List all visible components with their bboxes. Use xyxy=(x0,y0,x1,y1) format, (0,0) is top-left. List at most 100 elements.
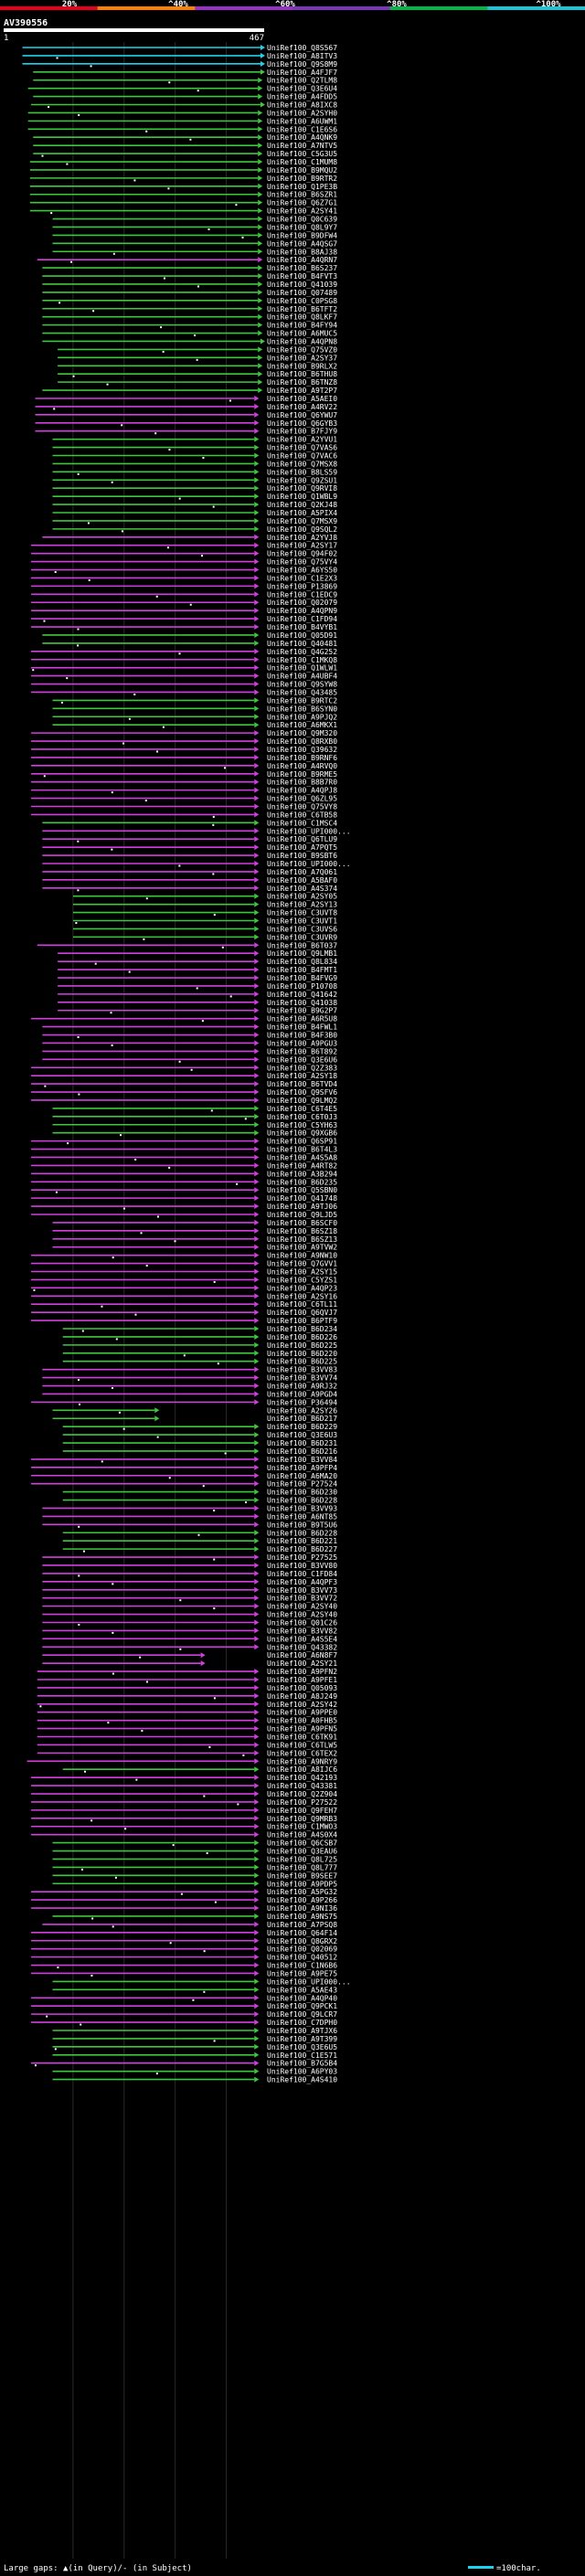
hit-row[interactable]: UniRef100_Q7MSX9 xyxy=(52,517,338,525)
hit-row[interactable]: UniRef100_B4FVG9 xyxy=(58,974,337,982)
hit-label[interactable]: UniRef100_B9T5U6 xyxy=(267,1521,337,1529)
hit-row[interactable]: UniRef100_C1E2X3 xyxy=(31,574,337,582)
hit-row[interactable]: UniRef100_Q40481 xyxy=(42,640,337,648)
hit-row[interactable]: UniRef100_B6D228 xyxy=(62,1529,338,1537)
hit-row[interactable]: UniRef100_C1FD84 xyxy=(42,1570,337,1578)
hit-row[interactable]: UniRef100_Q1WBL9 xyxy=(52,493,338,501)
hit-label[interactable]: UniRef100_B6D234 xyxy=(267,1325,337,1333)
hit-row[interactable]: UniRef100_B6SZR1 xyxy=(29,191,337,199)
hit-label[interactable]: UniRef100_A4FDD5 xyxy=(267,93,337,101)
hit-label[interactable]: UniRef100_B6T037 xyxy=(267,941,337,949)
hit-row[interactable]: UniRef100_Q7VAC6 xyxy=(52,452,338,461)
hit-row[interactable]: UniRef100_B4VYB1 xyxy=(31,623,337,631)
hit-row[interactable]: UniRef100_B6D230 xyxy=(62,1489,338,1497)
hit-row[interactable]: UniRef100_Q64F14 xyxy=(31,1929,337,1937)
hit-row[interactable]: UniRef100_A6YS50 xyxy=(31,567,337,575)
hit-label[interactable]: UniRef100_A4QP40 xyxy=(267,1994,337,2002)
hit-row[interactable]: UniRef100_Q2TLM8 xyxy=(33,77,337,85)
hit-row[interactable]: UniRef100_A6MUC5 xyxy=(42,330,337,338)
hit-row[interactable]: UniRef100_A9RJ32 xyxy=(42,1383,337,1391)
hit-label[interactable]: UniRef100_Q6Z7G1 xyxy=(267,199,337,207)
hit-label[interactable]: UniRef100_A9PFN2 xyxy=(267,1668,337,1676)
hit-label[interactable]: UniRef100_A7NTV5 xyxy=(267,142,337,150)
hit-label[interactable]: UniRef100_B6S237 xyxy=(267,264,337,272)
hit-row[interactable]: UniRef100_B6D228 xyxy=(62,1497,338,1505)
hit-label[interactable]: UniRef100_A8ITV3 xyxy=(267,52,337,60)
hit-label[interactable]: UniRef100_B6D230 xyxy=(267,1489,337,1497)
hit-label[interactable]: UniRef100_B6D221 xyxy=(267,1537,337,1545)
hit-label[interactable]: UniRef100_C5G3U5 xyxy=(267,150,337,158)
hit-row[interactable]: UniRef100_A7PSQ8 xyxy=(42,1921,337,1929)
hit-row[interactable]: UniRef100_A6R5U8 xyxy=(31,1015,337,1023)
hit-label[interactable]: UniRef100_B6D228 xyxy=(267,1529,337,1537)
hit-row[interactable]: UniRef100_A2SY40 xyxy=(42,1603,337,1611)
hit-row[interactable]: UniRef100_Q3EAU6 xyxy=(52,1848,338,1856)
hit-row[interactable]: UniRef100_A9NS75 xyxy=(52,1913,338,1921)
hit-row[interactable]: UniRef100_A9T2P7 xyxy=(42,387,337,395)
hit-label[interactable]: UniRef100_A9PGU3 xyxy=(267,1039,337,1047)
hit-label[interactable]: UniRef100_Q9ZSU1 xyxy=(267,476,337,484)
hit-row[interactable]: UniRef100_B9DFW4 xyxy=(52,231,338,239)
hit-row[interactable]: UniRef100_B3VV83 xyxy=(42,1366,337,1374)
hit-row[interactable]: UniRef100_A9NW10 xyxy=(31,1252,337,1260)
hit-row[interactable]: UniRef100_Q3E6U5 xyxy=(52,2043,338,2051)
hit-label[interactable]: UniRef100_A6MA20 xyxy=(267,1472,337,1480)
hit-label[interactable]: UniRef100_C1E2X3 xyxy=(267,574,337,582)
hit-row[interactable]: UniRef100_Q3E6U3 xyxy=(62,1431,338,1439)
hit-label[interactable]: UniRef100_A6N8F7 xyxy=(267,1651,337,1659)
hit-label[interactable]: UniRef100_Q5SBN0 xyxy=(267,1186,337,1194)
hit-label[interactable]: UniRef100_C1FD94 xyxy=(267,615,337,623)
hit-label[interactable]: UniRef100_A4QPJ8 xyxy=(267,787,337,795)
hit-label[interactable]: UniRef100_Q1WLW1 xyxy=(267,664,337,673)
hit-row[interactable]: UniRef100_Q9LMQ2 xyxy=(31,1097,337,1105)
hit-label[interactable]: UniRef100_C1EDC9 xyxy=(267,590,337,599)
hit-label[interactable]: UniRef100_B6D217 xyxy=(267,1415,337,1423)
hit-label[interactable]: UniRef100_A4S5E4 xyxy=(267,1635,337,1643)
hit-label[interactable]: UniRef100_C3UVR9 xyxy=(267,933,337,941)
hit-label[interactable]: UniRef100_A2SY15 xyxy=(267,1268,337,1277)
hit-row[interactable]: UniRef100_A6MA20 xyxy=(31,1472,337,1480)
hit-label[interactable]: UniRef100_Q8RXB0 xyxy=(267,737,337,746)
hit-label[interactable]: UniRef100_C6TEX2 xyxy=(267,1749,337,1757)
hit-row[interactable]: UniRef100_C5YZS1 xyxy=(31,1276,337,1284)
hit-label[interactable]: UniRef100_C5YZS1 xyxy=(267,1276,337,1284)
hit-row[interactable]: UniRef100_Q41038 xyxy=(58,999,337,1007)
hit-label[interactable]: UniRef100_A9RJ32 xyxy=(267,1383,337,1391)
hit-label[interactable]: UniRef100_B3VV82 xyxy=(267,1627,337,1635)
hit-row[interactable]: UniRef100_B6D225 xyxy=(62,1341,338,1350)
hit-label[interactable]: UniRef100_B6PTF9 xyxy=(267,1317,337,1325)
hit-row[interactable]: UniRef100_A5BAF0 xyxy=(42,876,337,885)
hit-label[interactable]: UniRef100_Q9S8M9 xyxy=(267,60,337,69)
hit-label[interactable]: UniRef100_C3UVT1 xyxy=(267,917,337,926)
hit-row[interactable]: UniRef100_A2SY42 xyxy=(37,1701,337,1709)
hit-row[interactable]: UniRef100_B6TNZ8 xyxy=(58,378,337,387)
hit-label[interactable]: UniRef100_A7Q061 xyxy=(267,868,337,876)
hit-row[interactable]: UniRef100_B4FMT1 xyxy=(58,966,337,974)
hit-row[interactable]: UniRef100_Q9LMB1 xyxy=(58,949,337,958)
hit-label[interactable]: UniRef100_A4S374 xyxy=(267,885,337,893)
hit-label[interactable]: UniRef100_B8B7R0 xyxy=(267,779,337,787)
hit-label[interactable]: UniRef100_Q41748 xyxy=(267,1194,337,1203)
hit-label[interactable]: UniRef100_A8IJC6 xyxy=(267,1765,337,1774)
hit-row[interactable]: UniRef100_A4QP23 xyxy=(31,1284,337,1292)
hit-label[interactable]: UniRef100_A9NW10 xyxy=(267,1252,337,1260)
hit-label[interactable]: UniRef100_A7PSQ8 xyxy=(267,1921,337,1929)
hit-row[interactable]: UniRef100_A4S374 xyxy=(42,885,337,893)
hit-row[interactable]: UniRef100_B6T037 xyxy=(37,941,337,949)
hit-row[interactable]: UniRef100_A4QSG7 xyxy=(52,239,338,248)
hit-row[interactable]: UniRef100_Q9PCK1 xyxy=(31,2002,337,2010)
hit-label[interactable]: UniRef100_B6TVD4 xyxy=(267,1080,337,1088)
hit-label[interactable]: UniRef100_Q41039 xyxy=(267,281,337,289)
hit-row[interactable]: UniRef100_C1MWO3 xyxy=(31,1823,337,1831)
hit-label[interactable]: UniRef100_B3VV83 xyxy=(267,1366,337,1374)
hit-row[interactable]: UniRef100_Q9MRB3 xyxy=(31,1815,337,1823)
hit-label[interactable]: UniRef100_Q4G252 xyxy=(267,648,337,656)
hit-label[interactable]: UniRef100_B6THU8 xyxy=(267,370,337,378)
hit-label[interactable]: UniRef100_A6PY03 xyxy=(267,2068,337,2076)
hit-label[interactable]: UniRef100_Q9RVI8 xyxy=(267,484,337,493)
hit-row[interactable]: UniRef100_A6N8F7 xyxy=(42,1651,337,1659)
hit-row[interactable]: UniRef100_B4FWL1 xyxy=(42,1023,337,1032)
hit-label[interactable]: UniRef100_B6D229 xyxy=(267,1423,337,1431)
hit-label[interactable]: UniRef100_A9T2P7 xyxy=(267,387,337,395)
hit-label[interactable]: UniRef100_A2SY26 xyxy=(267,1406,337,1415)
